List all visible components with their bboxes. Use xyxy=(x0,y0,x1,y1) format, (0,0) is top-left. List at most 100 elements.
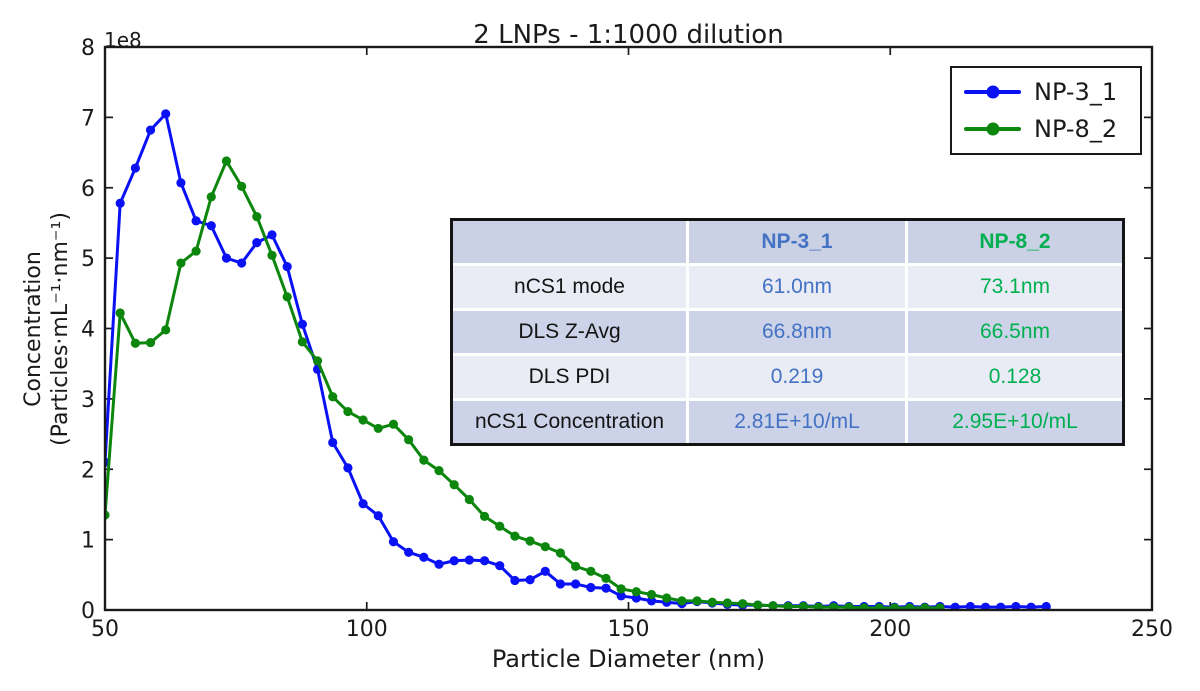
series-point-NP-8_2 xyxy=(753,600,763,610)
series-point-NP-8_2 xyxy=(434,466,444,476)
series-point-NP-3_1 xyxy=(449,556,459,566)
series-point-NP-8_2 xyxy=(571,561,581,571)
series-point-NP-8_2 xyxy=(935,603,945,610)
series-point-NP-8_2 xyxy=(464,494,474,505)
series-point-NP-8_2 xyxy=(586,566,596,576)
series-point-NP-8_2 xyxy=(404,435,414,445)
series-point-NP-3_1 xyxy=(358,499,368,509)
legend-item-np82: NP-8_2 xyxy=(964,115,1140,143)
series-point-NP-8_2 xyxy=(312,356,323,366)
series-point-NP-3_1 xyxy=(282,261,292,272)
series-point-NP-3_1 xyxy=(404,547,414,557)
series-point-NP-8_2 xyxy=(692,596,702,606)
series-point-NP-8_2 xyxy=(677,596,687,606)
series-point-NP-8_2 xyxy=(798,601,808,610)
series-point-NP-3_1 xyxy=(555,579,566,589)
series-point-NP-3_1 xyxy=(996,602,1006,610)
series-point-NP-8_2 xyxy=(662,593,672,603)
series-point-NP-3_1 xyxy=(221,253,232,263)
legend-swatch-0 xyxy=(964,85,1021,99)
x-tick-label: 100 xyxy=(346,617,388,642)
series-point-NP-8_2 xyxy=(889,603,900,610)
series-point-NP-8_2 xyxy=(206,192,216,202)
table-value: 0.128 xyxy=(908,356,1122,398)
x-tick-label: 150 xyxy=(608,617,650,642)
series-point-NP-8_2 xyxy=(525,536,535,546)
series-point-NP-3_1 xyxy=(191,216,201,226)
series-point-NP-8_2 xyxy=(176,258,186,268)
series-point-NP-8_2 xyxy=(297,337,307,347)
series-point-NP-3_1 xyxy=(540,566,550,576)
series-point-NP-3_1 xyxy=(1011,601,1021,610)
series-point-NP-8_2 xyxy=(707,597,717,607)
series-point-NP-3_1 xyxy=(115,198,125,208)
series-point-NP-3_1 xyxy=(950,602,960,610)
legend-label-np82: NP-8_2 xyxy=(1034,115,1118,144)
table-value: 61.0nm xyxy=(689,266,905,308)
table-row-label: DLS PDI xyxy=(453,356,686,398)
series-point-NP-8_2 xyxy=(813,602,824,610)
series-point-NP-3_1 xyxy=(631,593,641,603)
series-point-NP-8_2 xyxy=(738,599,748,609)
series-point-NP-3_1 xyxy=(495,561,505,571)
series-point-NP-3_1 xyxy=(965,601,975,610)
series-point-NP-3_1 xyxy=(267,230,277,240)
series-point-NP-8_2 xyxy=(616,584,626,594)
series-point-NP-8_2 xyxy=(783,601,793,610)
x-axis-label: Particle Diameter (nm) xyxy=(491,645,766,673)
y-tick-label: 5 xyxy=(81,247,95,272)
plot-frame xyxy=(103,45,1154,612)
series-point-NP-8_2 xyxy=(221,156,232,166)
series-point-NP-3_1 xyxy=(616,591,626,601)
series-point-NP-3_1 xyxy=(176,178,186,188)
series-point-NP-8_2 xyxy=(829,602,839,610)
legend-marker-0 xyxy=(986,85,999,99)
y-axis-offset-label: 1e8 xyxy=(104,28,142,52)
series-point-NP-3_1 xyxy=(328,437,338,448)
series-point-NP-8_2 xyxy=(358,415,368,425)
series-point-NP-3_1 xyxy=(388,537,399,547)
legend-swatch-1 xyxy=(964,122,1021,136)
series-point-NP-8_2 xyxy=(844,602,854,610)
series-point-NP-8_2 xyxy=(328,392,338,402)
y-tick-label: 3 xyxy=(81,388,95,413)
series-point-NP-8_2 xyxy=(555,548,566,558)
series-point-NP-3_1 xyxy=(252,238,262,248)
series-point-NP-8_2 xyxy=(373,423,383,434)
series-point-NP-3_1 xyxy=(1026,602,1036,610)
series-point-NP-8_2 xyxy=(252,212,262,222)
series-point-NP-8_2 xyxy=(540,542,550,552)
series-point-NP-8_2 xyxy=(631,587,641,597)
series-point-NP-3_1 xyxy=(571,579,581,589)
legend: NP-3_1 NP-8_2 xyxy=(950,66,1142,155)
series-point-NP-8_2 xyxy=(191,246,201,256)
series-point-NP-3_1 xyxy=(130,163,140,173)
y-axis-label-line2: (Particles·mL⁻¹·nm⁻¹) xyxy=(48,212,73,446)
table-value: 2.95E+10/mL xyxy=(908,401,1122,443)
series-point-NP-8_2 xyxy=(267,250,277,260)
table-value: 2.81E+10/mL xyxy=(689,401,905,443)
series-point-NP-3_1 xyxy=(343,463,353,473)
series-point-NP-3_1 xyxy=(161,109,171,119)
series-point-NP-3_1 xyxy=(464,555,474,565)
y-tick-label: 0 xyxy=(81,599,95,624)
legend-label-np31: NP-3_1 xyxy=(1034,77,1118,106)
series-point-NP-8_2 xyxy=(145,337,156,348)
series-point-NP-3_1 xyxy=(601,583,611,593)
chart-title: 2 LNPs - 1:1000 dilution xyxy=(473,20,784,50)
series-point-NP-3_1 xyxy=(297,319,307,329)
table-value: 0.219 xyxy=(689,356,905,398)
y-tick-label: 6 xyxy=(81,177,95,202)
table-header-blank xyxy=(453,221,686,263)
table-value: 66.5nm xyxy=(908,311,1122,353)
series-point-NP-3_1 xyxy=(479,556,490,566)
series-point-NP-3_1 xyxy=(646,596,657,606)
series-point-NP-3_1 xyxy=(206,221,216,231)
series-point-NP-3_1 xyxy=(980,602,991,610)
series-point-NP-8_2 xyxy=(859,603,869,610)
series-point-NP-8_2 xyxy=(905,603,915,610)
series-point-NP-8_2 xyxy=(449,480,459,490)
series-point-NP-8_2 xyxy=(237,181,247,191)
